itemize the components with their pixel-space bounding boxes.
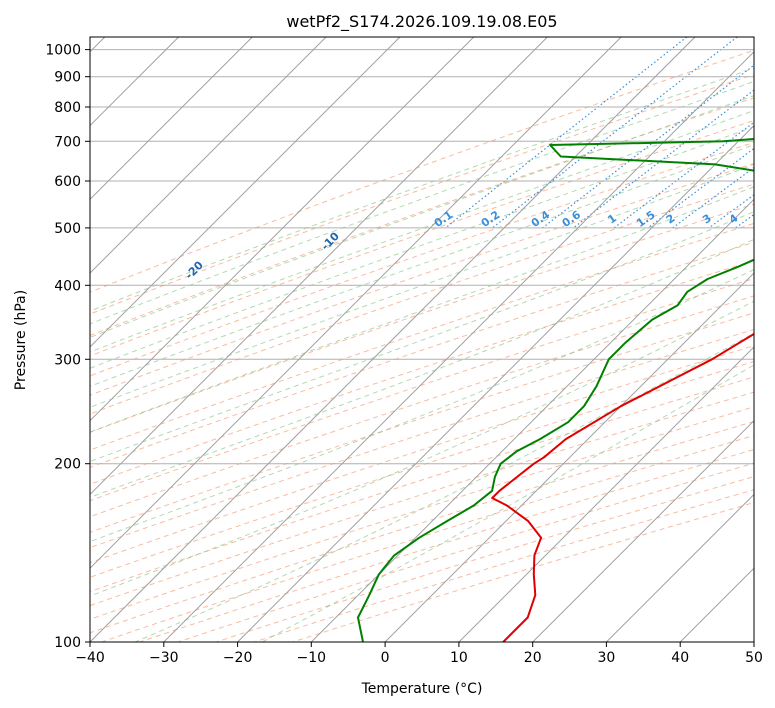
dry-adiabat-line bbox=[90, 260, 754, 485]
moist-adiabat-line bbox=[90, 110, 754, 353]
y-tick-label: 400 bbox=[54, 278, 81, 294]
isotherm-gridline bbox=[310, 198, 754, 642]
mixing-ratio-label: 1.5 bbox=[634, 208, 657, 230]
mixing-ratio-label: 0.4 bbox=[529, 208, 553, 230]
dry-adiabat-line bbox=[90, 328, 754, 549]
x-tick-label: 20 bbox=[524, 650, 542, 666]
dry-adiabat-label: -30 bbox=[43, 291, 66, 314]
dry-adiabat-line bbox=[90, 163, 754, 396]
mixing-ratio-label: 0.1 bbox=[432, 208, 455, 230]
dry-adiabat-line bbox=[90, 345, 754, 564]
isotherm-gridline bbox=[237, 124, 754, 642]
x-tick-label: 30 bbox=[597, 650, 615, 666]
isotherm-gridline bbox=[163, 51, 754, 642]
y-tick-label: 300 bbox=[54, 352, 81, 368]
isotherm-gridline bbox=[90, 37, 696, 642]
mixing-ratio-line bbox=[672, 166, 754, 229]
dry-adiabat-line bbox=[90, 49, 754, 293]
mixing-ratio-line bbox=[542, 64, 754, 229]
x-tick-label: −30 bbox=[149, 650, 179, 666]
moist-adiabat-line bbox=[90, 186, 754, 433]
x-tick-label: −20 bbox=[223, 650, 253, 666]
y-tick-label: 500 bbox=[54, 221, 81, 237]
mixing-ratio-line bbox=[613, 121, 754, 229]
dry-adiabat-line bbox=[90, 295, 754, 518]
moist-adiabat-line bbox=[90, 80, 754, 325]
isotherm-gridline bbox=[90, 37, 401, 348]
mixing-ratio-line bbox=[492, 37, 738, 229]
isotherm-gridline bbox=[458, 346, 754, 642]
temperature-trace bbox=[491, 332, 754, 642]
y-tick-label: 700 bbox=[54, 134, 81, 150]
moist-adiabat-line bbox=[90, 144, 754, 387]
y-tick-label: 100 bbox=[54, 635, 81, 651]
dry-adiabat-line bbox=[90, 183, 754, 415]
x-tick-label: −40 bbox=[75, 650, 105, 666]
y-axis-label: Pressure (hPa) bbox=[13, 290, 29, 390]
isotherm-gridline bbox=[90, 37, 622, 569]
moist-adiabat-line bbox=[90, 67, 754, 312]
isotherm-gridline bbox=[90, 37, 327, 274]
isotherm-gridline bbox=[532, 419, 754, 642]
dry-adiabat-line bbox=[90, 278, 754, 502]
y-tick-label: 900 bbox=[54, 70, 81, 86]
x-tick-label: 40 bbox=[671, 650, 689, 666]
dry-adiabat-line bbox=[90, 97, 754, 336]
dry-adiabat-label: -20 bbox=[183, 258, 206, 281]
dry-adiabat-line bbox=[90, 360, 754, 578]
dry-adiabat-line bbox=[90, 120, 754, 357]
x-tick-label: 10 bbox=[450, 650, 468, 666]
moist-adiabat-line bbox=[90, 163, 754, 408]
moist-adiabat-line bbox=[90, 211, 754, 463]
moist-adiabat-line bbox=[90, 268, 754, 543]
dry-adiabat-line bbox=[90, 420, 754, 634]
mixing-ratio-label: 1 bbox=[605, 212, 619, 227]
y-tick-label: 600 bbox=[54, 174, 81, 190]
dry-adiabat-line bbox=[90, 312, 754, 533]
moist-adiabat-line bbox=[90, 126, 754, 369]
y-tick-label: 800 bbox=[54, 100, 81, 116]
isotherm-gridline bbox=[90, 37, 475, 422]
dry-adiabat-line bbox=[101, 435, 754, 642]
isotherm-gridline bbox=[753, 641, 754, 642]
mixing-ratio-line bbox=[708, 194, 754, 229]
dry-adiabat-line bbox=[90, 203, 754, 433]
mixing-ratio-line bbox=[735, 213, 754, 229]
plot-frame bbox=[89, 36, 755, 643]
dry-adiabat-line bbox=[90, 376, 754, 593]
mixing-ratio-label: 6 bbox=[766, 211, 775, 226]
mixing-ratio-label: 0.2 bbox=[479, 208, 502, 230]
y-tick-label: 1000 bbox=[45, 43, 81, 59]
x-tick-label: −10 bbox=[297, 650, 327, 666]
dry-adiabat-line bbox=[292, 502, 754, 642]
chart-title: wetPf2_S174.2026.109.19.08.E05 bbox=[286, 12, 557, 32]
isotherm-gridline bbox=[384, 272, 754, 642]
x-tick-label: 0 bbox=[381, 650, 390, 666]
mixing-ratio-label: 2 bbox=[664, 212, 678, 227]
moist-adiabat-line bbox=[90, 238, 754, 498]
y-tick-label: 200 bbox=[54, 457, 81, 473]
isotherm-gridline bbox=[679, 567, 754, 642]
dry-adiabat-line bbox=[90, 241, 754, 468]
dewpoint-trace bbox=[357, 138, 754, 642]
mixing-ratio-line bbox=[573, 89, 754, 229]
isotherm-gridline bbox=[90, 37, 548, 496]
dry-adiabat-line bbox=[90, 222, 754, 451]
moist-adiabat-line bbox=[90, 300, 754, 597]
dry-adiabat-line bbox=[90, 73, 754, 315]
x-tick-label: 50 bbox=[745, 650, 763, 666]
isotherm-gridline bbox=[90, 37, 253, 201]
dry-adiabat-line bbox=[90, 391, 754, 607]
dry-adiabat-line bbox=[90, 141, 754, 377]
dry-adiabat-line bbox=[216, 476, 754, 642]
isotherm-gridline bbox=[606, 493, 754, 642]
moist-adiabat-line bbox=[90, 95, 754, 338]
x-axis-label: Temperature (°C) bbox=[361, 681, 483, 697]
moist-adiabat-line bbox=[261, 364, 754, 642]
mixing-ratio-label: 3 bbox=[700, 212, 714, 227]
